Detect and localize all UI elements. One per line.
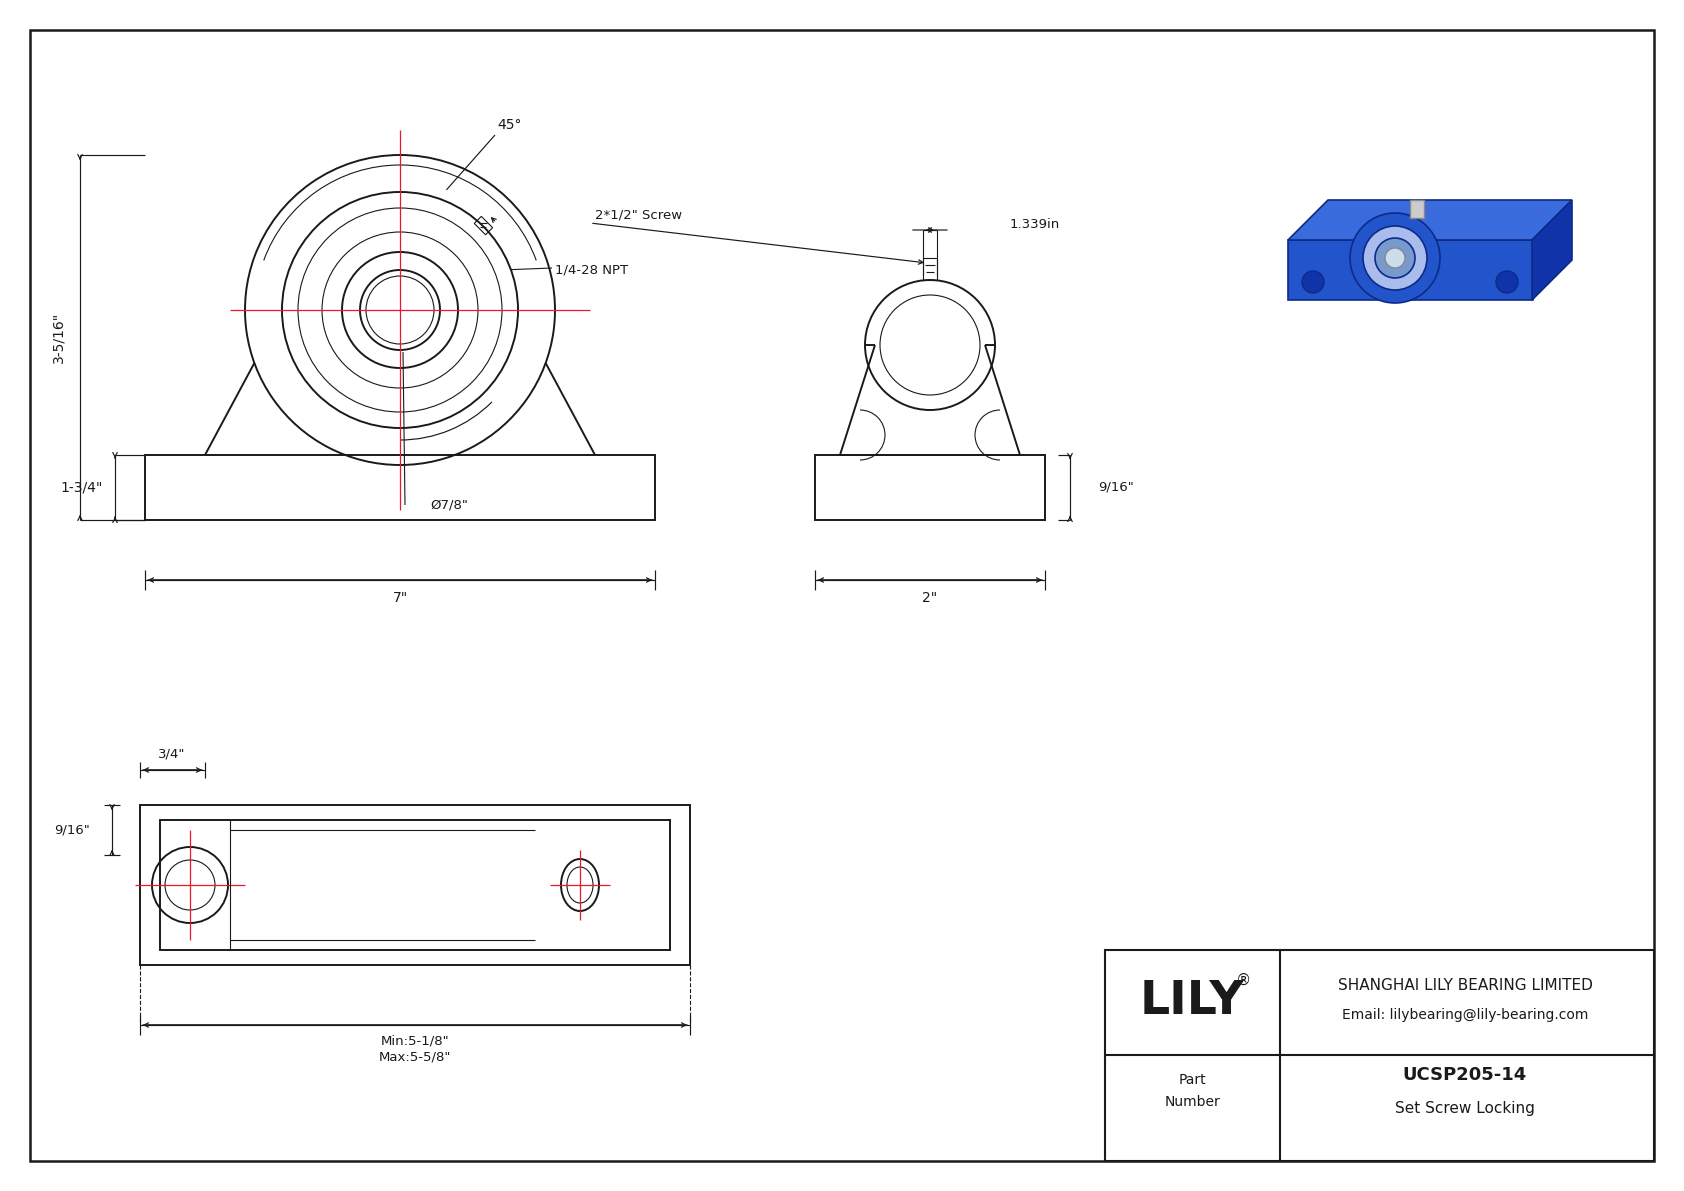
Bar: [815, 455, 1046, 520]
Text: Ø7/8": Ø7/8": [429, 499, 468, 511]
Polygon shape: [1288, 200, 1571, 241]
Text: 9/16": 9/16": [54, 823, 89, 836]
Circle shape: [1384, 248, 1404, 268]
Bar: [923, 258, 936, 280]
Text: 9/16": 9/16": [1098, 481, 1133, 494]
Text: Number: Number: [1164, 1095, 1219, 1109]
Text: Min:5-1/8": Min:5-1/8": [381, 1035, 450, 1048]
Text: Set Screw Locking: Set Screw Locking: [1394, 1100, 1534, 1116]
Text: 3/4": 3/4": [158, 748, 185, 761]
Circle shape: [1362, 226, 1426, 289]
Text: 7": 7": [392, 591, 408, 605]
Text: LILY: LILY: [1140, 979, 1244, 1024]
Bar: [475, 217, 493, 235]
Bar: [140, 805, 690, 965]
Text: 45°: 45°: [498, 118, 522, 132]
Bar: [1410, 200, 1425, 218]
Circle shape: [1495, 272, 1517, 293]
Text: 2": 2": [923, 591, 938, 605]
Text: UCSP205-14: UCSP205-14: [1403, 1066, 1527, 1084]
Text: Part: Part: [1179, 1073, 1206, 1087]
Polygon shape: [1532, 200, 1571, 300]
Text: SHANGHAI LILY BEARING LIMITED: SHANGHAI LILY BEARING LIMITED: [1337, 978, 1593, 992]
Text: 3-5/16": 3-5/16": [51, 312, 66, 363]
Bar: [160, 819, 670, 950]
Text: 2*1/2" Screw: 2*1/2" Screw: [594, 208, 682, 222]
Text: 1-3/4": 1-3/4": [61, 480, 103, 494]
Text: Email: lilybearing@lily-bearing.com: Email: lilybearing@lily-bearing.com: [1342, 1008, 1588, 1022]
Text: ®: ®: [1236, 973, 1251, 987]
Text: 1/4-28 NPT: 1/4-28 NPT: [556, 263, 628, 276]
Text: 1.339in: 1.339in: [1010, 218, 1061, 231]
Circle shape: [1302, 272, 1324, 293]
Bar: [1105, 950, 1654, 1161]
Circle shape: [1376, 238, 1415, 278]
Circle shape: [1351, 213, 1440, 303]
Bar: [145, 455, 655, 520]
Text: Max:5-5/8": Max:5-5/8": [379, 1050, 451, 1064]
FancyBboxPatch shape: [1288, 241, 1532, 300]
